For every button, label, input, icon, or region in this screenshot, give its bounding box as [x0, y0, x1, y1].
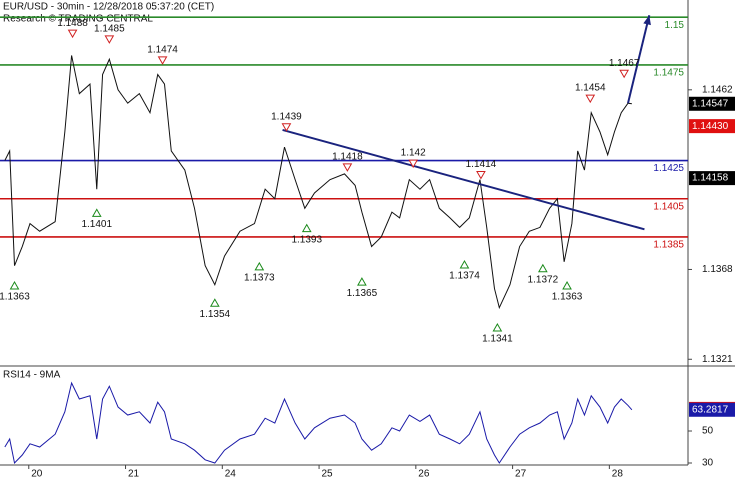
level-label: 1.1425 — [653, 163, 684, 174]
pivot-low — [562, 280, 572, 290]
pivot-label: 1.1372 — [528, 274, 559, 285]
x-tick-label: 26 — [418, 469, 430, 480]
pivot-high — [157, 56, 168, 65]
pivot-low — [254, 261, 265, 271]
level-label: 1.1475 — [653, 68, 684, 79]
price-tag-label: 1.14430 — [692, 121, 729, 132]
trendline — [282, 128, 645, 231]
pivot-low — [459, 259, 470, 269]
price-tag — [689, 171, 735, 186]
pivot-high — [408, 159, 419, 169]
pivot-label: 1.1485 — [94, 24, 125, 35]
pivot-high — [585, 94, 596, 104]
pivot-low — [209, 298, 220, 307]
level-label: 1.15 — [665, 20, 685, 31]
pivot-label: 1.1401 — [81, 219, 112, 230]
pivot-low — [357, 277, 367, 286]
pivot-high — [104, 35, 115, 44]
level-label: 1.1405 — [653, 201, 684, 212]
pivot-label: 1.1341 — [482, 334, 513, 345]
x-tick-label: 28 — [612, 469, 624, 480]
pivot-label: 1.1454 — [575, 83, 606, 94]
pivot-high — [619, 69, 629, 79]
pivot-high — [476, 171, 486, 180]
price-tag — [689, 96, 735, 111]
pivot-low — [91, 208, 102, 217]
pivot-label: 1.1467 — [609, 58, 640, 69]
x-tick-label: 25 — [322, 469, 334, 480]
level-label: 1.1385 — [653, 240, 684, 251]
pivot-label: 1.1414 — [466, 159, 497, 170]
pivot-label: 1.1474 — [147, 45, 178, 56]
price-tag — [689, 402, 735, 417]
price-tag-label: 63.2817 — [692, 404, 729, 415]
price-tag-label: 1.14158 — [692, 173, 729, 184]
pivot-label: 1.1363 — [0, 292, 30, 303]
pivot-label: 1.1374 — [449, 271, 480, 282]
price-tag-label: 1.14547 — [692, 98, 729, 109]
arrow — [627, 15, 651, 104]
pivot-low — [9, 280, 20, 290]
y-tick-label: 30 — [702, 458, 714, 469]
y-tick-label: 1.1321 — [702, 354, 733, 365]
pivot-high — [342, 163, 353, 172]
pivot-high — [67, 29, 78, 39]
pivot-label: 1.1439 — [271, 111, 302, 122]
y-tick-label: 1.1462 — [702, 84, 733, 95]
rsi-title: RSI14 - 9MA — [3, 370, 61, 381]
pivot-label: 1.142 — [401, 148, 426, 159]
pivot-label: 1.1365 — [347, 288, 378, 299]
x-tick-label: 27 — [515, 469, 527, 480]
x-tick-label: 21 — [128, 469, 140, 480]
pivot-low — [492, 323, 503, 332]
price-tag — [689, 119, 735, 134]
pivot-high — [281, 123, 292, 132]
pivot-label: 1.1418 — [332, 152, 363, 163]
pivot-label: 1.1354 — [200, 309, 231, 320]
y-tick-label: 1.1368 — [702, 264, 733, 275]
pivot-label: 1.1393 — [291, 234, 322, 245]
pivot-label: 1.1363 — [552, 292, 583, 303]
x-tick-label: 24 — [225, 469, 237, 480]
chart-title: EUR/USD - 30min - 12/28/2018 05:37:20 (C… — [3, 2, 214, 13]
y-tick-label: 50 — [702, 426, 714, 437]
arrow-head — [643, 15, 651, 26]
pivot-label: 1.1488 — [57, 18, 88, 29]
x-tick-label: 20 — [31, 469, 43, 480]
rsi-line — [4, 381, 633, 465]
chart-subtitle: Research © TRADING CENTRAL — [3, 14, 153, 25]
pivot-label: 1.1373 — [244, 273, 275, 284]
pivot-low — [301, 223, 312, 233]
pivot-low — [537, 263, 548, 273]
